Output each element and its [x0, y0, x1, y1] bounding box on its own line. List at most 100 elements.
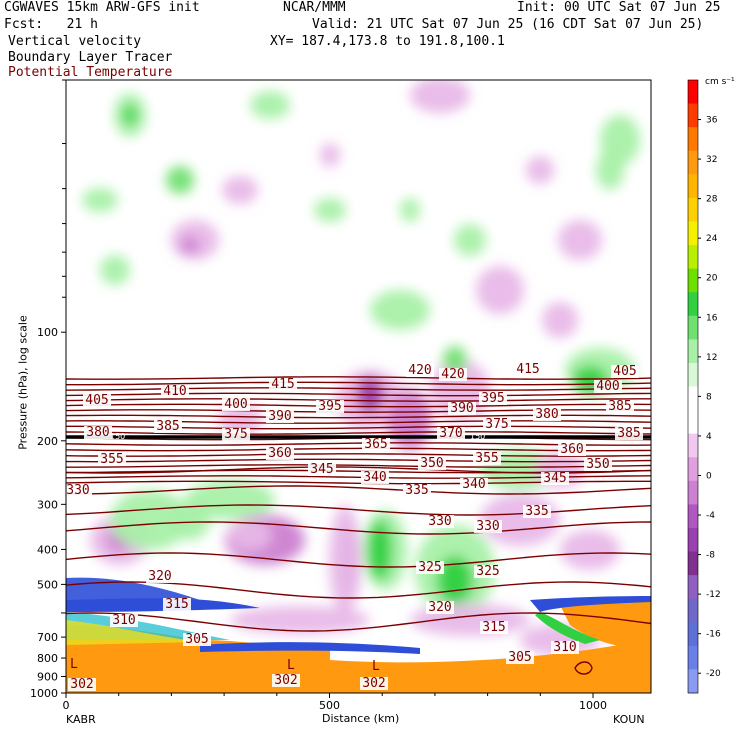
isentrope-label: 380 [86, 425, 109, 440]
y-axis: 100 200 300 400 500 700 800 900 1000 [30, 79, 66, 700]
isentrope [66, 464, 651, 468]
isentrope-label-bg [611, 365, 639, 378]
isentrope-label-bg [154, 420, 182, 433]
colorbar-swatch [688, 127, 698, 152]
isentrope-label: 325 [476, 564, 499, 579]
isentrope-label-bg [161, 385, 189, 398]
isentrope-label-bg [266, 447, 294, 460]
isentrope-label: 320 [428, 600, 451, 615]
y-tick-label: 700 [37, 631, 58, 644]
colorbar-tick-label: -12 [706, 590, 721, 600]
vv-region [185, 480, 275, 520]
x-tick-label: 0 [63, 699, 70, 712]
isentrope-label: 420 [408, 363, 431, 378]
vv-region [123, 105, 137, 125]
isentrope [66, 453, 651, 457]
colorbar-tick-label: -8 [706, 551, 715, 561]
isentrope [66, 458, 651, 463]
isentrope-label: 345 [543, 471, 566, 486]
isentrope-label-bg [426, 601, 454, 614]
isentrope-label-bg [269, 378, 297, 391]
header-fcst: Fcst: 21 h [4, 17, 98, 32]
colorbar: 36 32 28 24 20 16 12 8 4 0 -4 -8 -12 -16 -20 [687, 79, 721, 694]
isentrope-label-bg [406, 364, 434, 377]
vv-region [443, 346, 467, 374]
isentrope-label-bg [480, 621, 508, 634]
isentrope-label: 340 [363, 470, 386, 485]
isentrope-label-bg [316, 400, 344, 413]
isentrope-label-bg [183, 633, 211, 646]
header-init: Init: 00 UTC Sat 07 Jun 25 [517, 0, 721, 15]
isentrope-label-bg [439, 368, 467, 381]
isentrope-label-bg [64, 484, 92, 497]
isentrope-label: 302 [70, 677, 93, 692]
vv-region [410, 80, 470, 113]
isentrope [66, 612, 651, 632]
isentrope-label: 345 [310, 462, 333, 477]
isentrope-label: 330 [428, 514, 451, 529]
y-tick-label: 300 [37, 498, 58, 511]
isentrope-label: 390 [450, 401, 473, 416]
vv-region [520, 624, 600, 656]
vv-region [596, 150, 624, 190]
isentrope-label-bg [403, 484, 431, 497]
isentrope-label-bg [584, 458, 612, 471]
colorbar-swatch [688, 150, 698, 175]
isentrope-label-bg [514, 363, 542, 376]
isentrope-label-bg [594, 380, 622, 393]
colorbar-tick-label: -16 [706, 630, 721, 640]
header-field-bl-tracer: Boundary Layer Tracer [8, 50, 173, 65]
vv-region [320, 143, 340, 167]
x-axis-label: Distance (km) [322, 712, 400, 725]
colorbar-swatch [688, 174, 698, 199]
bl-fill-yellow [66, 620, 200, 645]
colorbar-swatch [688, 221, 698, 246]
isentrope-label: 420 [441, 367, 464, 382]
colorbar-tick-label: 36 [706, 116, 718, 126]
colorbar-tick-label: -4 [706, 511, 715, 521]
isentrope-label-bg [506, 651, 534, 664]
colorbar-swatch [688, 622, 698, 647]
colorbar-tick-label: 16 [706, 313, 718, 323]
isentrope-label-bg [558, 443, 586, 456]
vv-region [82, 188, 118, 212]
isentrope-label-bg [110, 614, 138, 627]
x-tick-label: 500 [319, 699, 340, 712]
isentrope [66, 398, 651, 402]
isentrope [66, 381, 651, 386]
colorbar-tick-label: 20 [706, 274, 718, 284]
colorbar-swatch [688, 669, 698, 694]
header-field-theta: Potential Temperature [8, 65, 173, 80]
isentrope [66, 552, 651, 568]
isentrope-label: 400 [596, 379, 619, 394]
isentrope [66, 403, 651, 408]
header-model: CGWAVES 15km ARW-GFS init [4, 0, 200, 15]
vv-region [222, 176, 258, 204]
bl-fill-blue3 [530, 596, 651, 612]
isentrope-label: 370 [439, 426, 462, 441]
isentrope-label-bg [83, 394, 111, 407]
colorbar-swatch [688, 551, 698, 576]
isentrope-label: 302 [362, 676, 385, 691]
isentrope [66, 521, 651, 535]
isentrope-label-bg [473, 452, 501, 465]
colorbar-tick-label: 28 [706, 195, 718, 205]
right-station-label: KOUN [613, 713, 645, 726]
bl-fill-right [560, 596, 651, 649]
colorbar-swatch [688, 575, 698, 600]
low-pressure-mark: L [70, 657, 78, 672]
isentrope-label-bg [523, 505, 551, 518]
y-tick-label: 200 [37, 435, 58, 448]
isentrope-label: 340 [462, 477, 485, 492]
colorbar-swatch [688, 410, 698, 435]
isentrope-label-bg [615, 427, 643, 440]
vv-region [370, 290, 430, 330]
colorbar-swatch [688, 315, 698, 340]
isentrope-closed [574, 661, 593, 675]
isentrope-label: 302 [274, 673, 297, 688]
isentrope-label: 375 [485, 417, 508, 432]
colorbar-tick-label: 0 [706, 471, 712, 481]
header-org: NCAR/MMM [283, 0, 346, 15]
boundary-layer-tracer [66, 577, 651, 693]
